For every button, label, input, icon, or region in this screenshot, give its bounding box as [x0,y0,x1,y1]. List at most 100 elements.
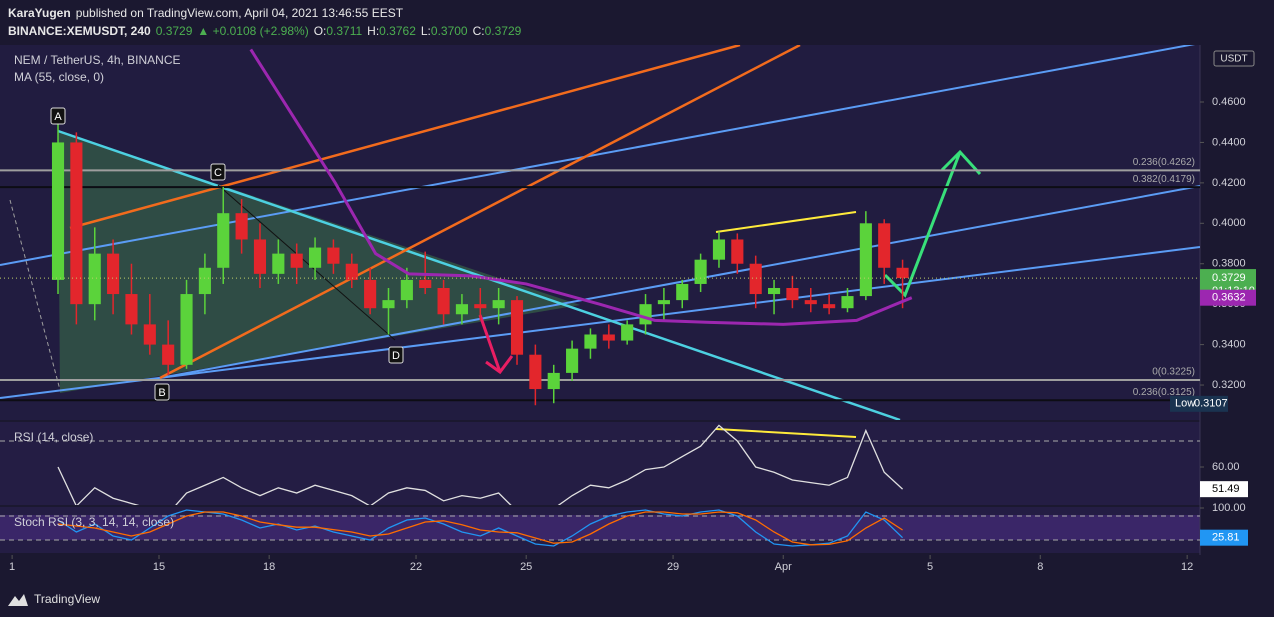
candle-body [621,324,634,341]
candle-body [419,279,432,288]
candle-body [162,344,175,365]
candle-body [694,259,707,284]
low-tag-name: Low [1175,398,1195,410]
value-tag [1200,529,1248,546]
publish-line: KaraYugen published on TradingView.com, A… [8,4,521,22]
candle-body [235,213,248,240]
candle-body [566,348,579,373]
x-tick-label: 18 [263,561,275,573]
candle-body [290,253,303,268]
symbol: BINANCE:XEMUSDT, 240 [8,24,151,38]
candle-body [804,300,817,305]
down-arrow [478,314,514,375]
symbol-line: BINANCE:XEMUSDT, 240 0.3729 ▲ +0.0108 (+… [8,22,521,40]
candle-body [492,300,505,309]
candle-body [731,239,744,264]
candle-body [70,142,83,305]
x-tick-label: 5 [927,561,933,573]
candle-body [474,304,487,309]
pane-title: RSI (14, close) [14,430,93,444]
chart-title: NEM / TetherUS, 4h, BINANCE [14,53,181,67]
y-tick-label: 0.3800 [1212,258,1246,270]
candle-body [823,304,836,309]
trend-line [0,246,1200,399]
candle-body [786,287,799,301]
candle-body [602,334,615,341]
candle-body [143,324,156,345]
value-tag-label: 25.81 [1212,532,1240,544]
ma-tag [1200,289,1256,306]
y-tick-label: 0.3400 [1212,339,1246,351]
candle-body [878,223,891,268]
fib-label: 0(0.3225) [1152,367,1195,378]
change: ▲ +0.0108 (+2.98%) [197,24,309,38]
candle-body [547,372,560,390]
y-tick-label: 0.4400 [1212,136,1246,148]
ohlc-key: H: [367,24,380,38]
logo-icon [8,594,28,606]
x-tick-label: Apr [775,561,792,573]
footer-logo: TradingView [8,592,100,606]
candle-body [272,253,285,274]
y-tick-label: 0.3200 [1212,379,1246,391]
trend-line [9,199,61,391]
divergence-line [715,211,857,233]
trend-line [0,45,1196,266]
x-tick-label: 12 [1181,561,1193,573]
annotation-box [50,107,66,125]
oscillator-line [57,511,903,546]
ohlc-item: H:0.3762 [367,22,416,40]
y-tick-label: 0.4600 [1212,96,1246,108]
oscillator-line [57,424,904,505]
candle-body [217,213,230,268]
candle-body [510,300,524,355]
annotation: B [158,387,165,399]
candle-body [308,247,322,268]
currency: USDT [1220,54,1247,65]
x-tick-label: 29 [667,561,679,573]
ohlc-item: O:0.3711 [314,22,362,40]
candle-body [455,304,468,315]
candle-body [364,279,377,309]
candle-body [400,279,413,301]
y-tick-label: 0.4200 [1212,177,1246,189]
candle-body [529,354,542,390]
y-tick-label: 100.00 [1212,502,1246,514]
candle-body [437,287,450,315]
last-price-label: 0.3729 [1212,272,1246,284]
ohlc-value: 0.3762 [379,24,416,38]
last-price: 0.3729 [155,24,193,38]
header: KaraYugen published on TradingView.com, A… [8,4,521,40]
candle-body [180,294,193,365]
ohlc-key: L: [420,24,431,38]
oscillator-line [57,509,904,547]
candle-body [896,267,909,279]
candle-body [253,239,267,274]
candle-body [345,263,358,280]
layer [0,509,1200,547]
ohlc-item: L:0.3700 [421,22,468,40]
annotation-box [388,346,404,364]
trend-line [217,184,396,341]
x-tick-label: 22 [410,561,422,573]
currency-box [1213,50,1255,67]
moving-average [249,48,913,326]
candle-body [107,253,120,295]
ohlc-value: 0.3711 [326,24,363,38]
candle-body [676,283,689,301]
fib-label: 0.382(0.4179) [1133,174,1195,185]
x-tick-label: 25 [520,561,532,573]
footer-text: TradingView [34,592,100,606]
value-tag [1200,481,1248,498]
ohlc-key: O: [313,24,327,38]
x-tick-label: 8 [1037,561,1043,573]
ohlc-value: 0.3700 [430,24,468,38]
y-tick-label: 60.00 [1212,461,1240,473]
candle-body [639,304,652,325]
ma-legend: MA (55, close, 0) [14,70,104,84]
ma-tag-label: 0.3632 [1212,292,1246,304]
x-tick-label: 1 [9,561,15,573]
y-tick-label: 0.4000 [1212,217,1246,229]
low-tag [1170,395,1228,412]
